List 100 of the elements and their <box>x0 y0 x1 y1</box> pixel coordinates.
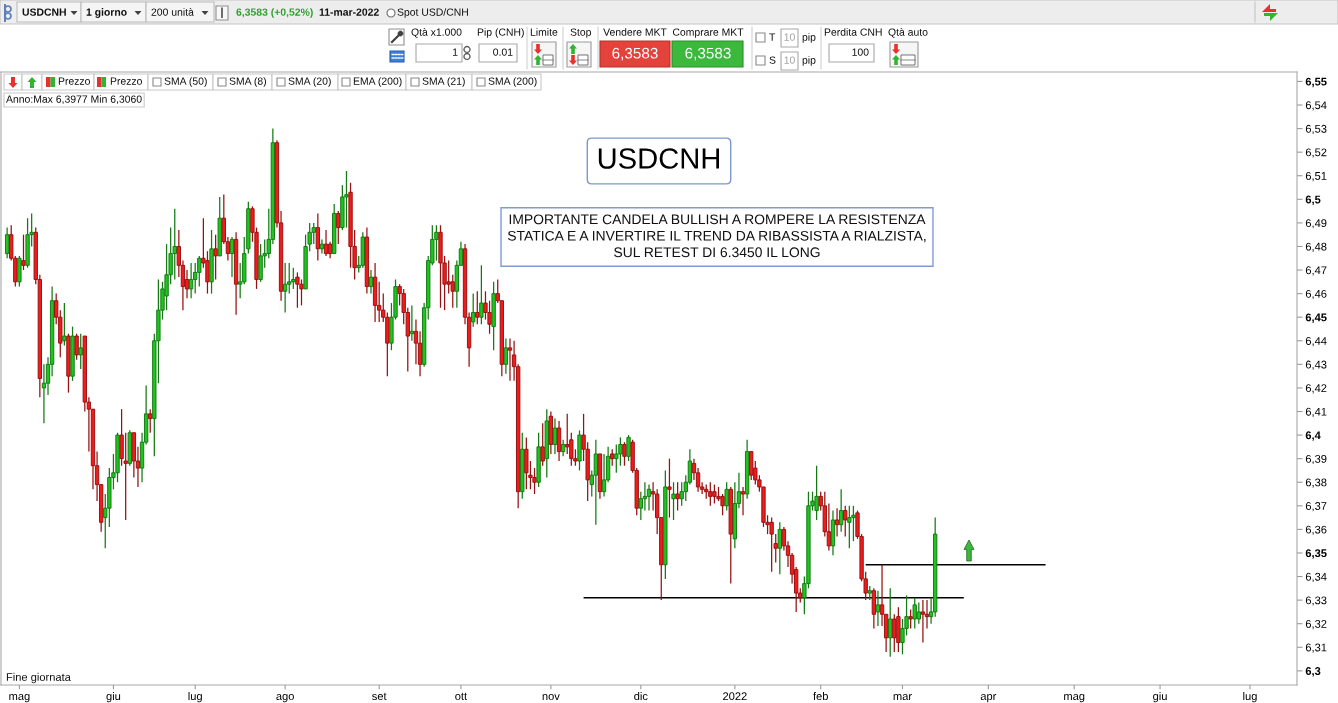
candlestick <box>507 337 513 382</box>
y-tick-label: 6,46 <box>1305 289 1327 300</box>
candlestick <box>843 505 848 538</box>
candlestick <box>626 434 631 462</box>
x-tick-label: mar <box>893 694 912 701</box>
x-tick-label: giu <box>106 691 121 703</box>
y-tick-label: 6,53 <box>1305 124 1327 135</box>
candlestick <box>319 238 325 255</box>
y-tick-label: 6,36 <box>1305 525 1327 535</box>
text: S <box>769 56 776 64</box>
annotation: SMA (21) <box>422 77 465 87</box>
text: Comprare MKT <box>672 28 744 38</box>
annotation: Anno:Max 6,3977 Min 6,3060 <box>6 95 142 105</box>
candlestick <box>17 255 22 288</box>
text: 10 <box>784 56 795 64</box>
candlestick <box>409 304 415 342</box>
candlestick <box>524 436 529 490</box>
candlestick <box>62 302 67 347</box>
x-tick-label: giu <box>1153 691 1167 703</box>
text: 6,3583 (+0,52%) <box>236 8 313 18</box>
text: Qtà auto <box>888 28 928 38</box>
y-tick-label: 6,45 <box>1305 313 1327 323</box>
text: USDCNH <box>598 148 719 169</box>
candlestick <box>671 481 676 521</box>
candlestick <box>708 481 713 507</box>
candlestick <box>368 269 374 295</box>
annotation: SMA (200) <box>488 77 537 87</box>
candlestick <box>847 505 852 549</box>
candlestick <box>295 271 300 309</box>
candlestick <box>646 483 652 512</box>
candlestick <box>712 483 717 505</box>
candlestick <box>434 224 439 262</box>
annotation: IMPORTANTE CANDELA BULLISH A ROMPERE LA RESISTENZA STATICA E A INVERTIRE IL TREND DA RIBASSISTA A RIALZISTA, SUL RETEST DI 6.3450 IL LONG <box>507 214 926 258</box>
y-tick-label: 6,55 <box>1305 77 1327 88</box>
y-tick-label: 6,48 <box>1305 242 1327 252</box>
y-tick-label: 6,42 <box>1305 384 1327 394</box>
candlestick <box>282 262 288 314</box>
x-tick-label: lug <box>1243 691 1257 703</box>
x-tick-label: mag <box>9 694 30 703</box>
y-tick-label: 6,49 <box>1305 219 1327 229</box>
text: 0.01 <box>493 48 513 56</box>
candlestick <box>552 417 558 455</box>
y-tick-label: 6,33 <box>1305 596 1327 606</box>
candlestick <box>446 259 451 295</box>
y-tick-label: 6,32 <box>1305 619 1327 630</box>
candlestick <box>834 507 840 538</box>
candlestick <box>675 481 680 512</box>
text: 200 unità <box>151 8 194 16</box>
annotation: SMA (20) <box>288 77 331 87</box>
x-tick-label: dic <box>634 691 648 701</box>
annotation: SMA (50) <box>164 77 207 87</box>
annotation: Fine giornata <box>6 672 71 684</box>
candlestick <box>916 601 921 625</box>
candlestick <box>740 486 746 516</box>
y-tick-label: 6,5 <box>1305 195 1321 206</box>
candlestick <box>920 599 926 644</box>
annotation: Prezzo <box>58 77 90 85</box>
candlestick <box>475 290 480 325</box>
text: 6,3583 <box>685 47 731 61</box>
text: 10 <box>784 33 795 41</box>
y-tick-label: 6,4 <box>1305 431 1321 441</box>
candlestick <box>667 458 672 519</box>
x-tick-label: ago <box>276 694 294 703</box>
candlestick <box>4 226 10 259</box>
text: 100 <box>852 48 869 56</box>
candlestick <box>769 516 774 573</box>
candlestick <box>814 465 819 521</box>
y-tick-label: 6,52 <box>1305 148 1327 158</box>
candlestick <box>148 408 153 434</box>
candlestick <box>344 170 349 229</box>
text: T <box>769 33 776 41</box>
text: Vendere MKT <box>603 28 667 36</box>
x-tick-label: nov <box>542 694 560 701</box>
annotation: Prezzo <box>110 77 142 85</box>
candlestick <box>479 264 484 325</box>
candlestick <box>642 481 648 512</box>
candlestick <box>291 267 296 290</box>
text: 11-mar-2022 <box>319 8 379 16</box>
candlestick <box>172 208 177 281</box>
candlestick <box>336 210 341 245</box>
text: Spot USD/CNH <box>397 8 468 18</box>
text: 1 giorno <box>86 8 127 18</box>
x-tick-label: ott <box>455 692 468 701</box>
candlestick <box>213 234 218 281</box>
candlestick <box>724 481 729 512</box>
y-tick-label: 6,39 <box>1305 454 1327 465</box>
text: USDCNH <box>22 8 66 16</box>
candlestick <box>315 212 321 262</box>
y-tick-label: 6,44 <box>1305 337 1327 347</box>
candlestick <box>888 587 893 658</box>
text: pip <box>802 56 816 66</box>
candlestick <box>749 450 754 481</box>
y-tick-label: 6,31 <box>1305 643 1327 653</box>
candlestick <box>258 243 263 283</box>
x-tick-label: set <box>372 692 387 701</box>
y-tick-label: 6,41 <box>1305 407 1327 417</box>
candlestick <box>777 521 782 575</box>
text: Pip (CNH) <box>477 28 524 38</box>
text: pip <box>802 33 816 43</box>
y-tick-label: 6,3 <box>1305 667 1321 677</box>
